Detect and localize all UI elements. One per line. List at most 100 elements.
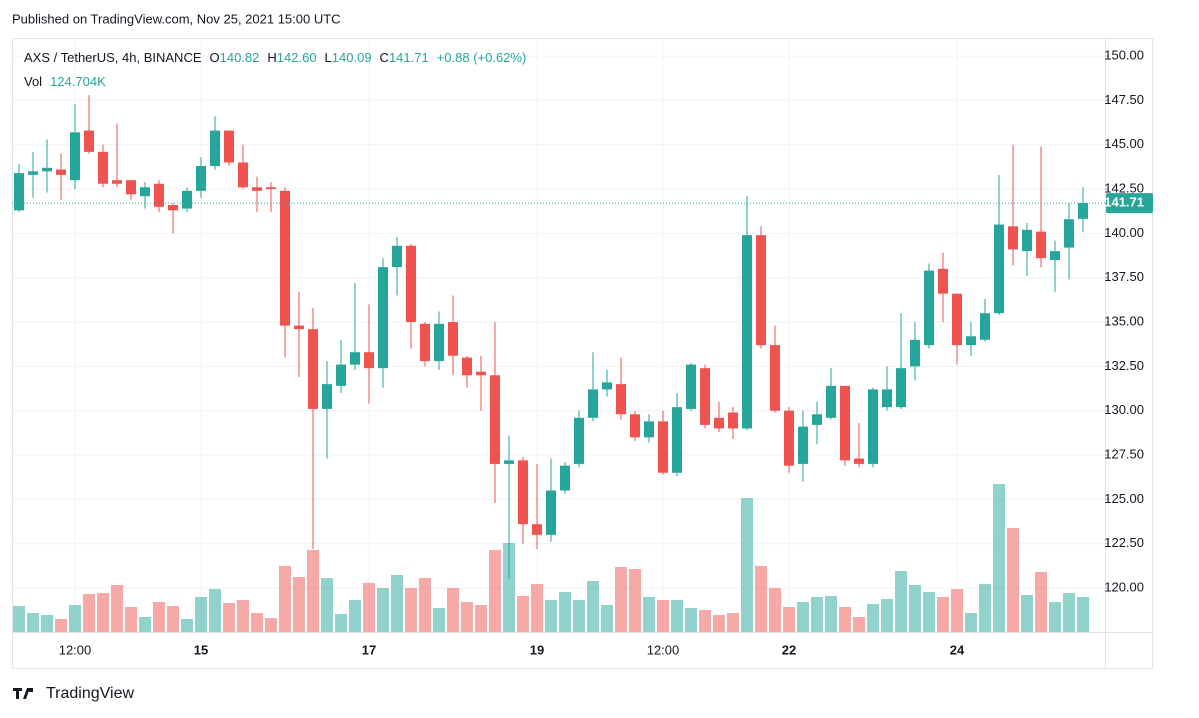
volume-bar (965, 612, 977, 632)
legend-key: L (325, 50, 332, 65)
volume-bar (853, 617, 865, 632)
x-tick-label: 22 (782, 642, 796, 657)
volume-bar (713, 614, 725, 632)
candle-body (406, 245, 416, 323)
legend-key: H (267, 50, 276, 65)
candle-body (896, 368, 906, 408)
y-tick-label: 137.50 (1104, 269, 1144, 284)
candle-body (882, 389, 892, 408)
volume-bar (97, 592, 109, 632)
candle-body (714, 417, 724, 429)
candle-body (574, 417, 584, 464)
volume-bar (167, 606, 179, 632)
volume-bar (811, 596, 823, 632)
candle-body (812, 414, 822, 425)
legend: AXS / TetherUS, 4h, BINANCE O140.82 H142.6… (24, 50, 526, 65)
brand-logo (13, 688, 33, 699)
candle-body (616, 384, 626, 415)
volume-bar (1035, 571, 1047, 632)
candle-body (392, 245, 402, 268)
candle-body (322, 384, 332, 409)
chart-frame (12, 38, 1153, 669)
y-tick-label: 142.50 (1104, 181, 1144, 196)
volume-bar (55, 619, 67, 632)
candle-body (924, 270, 934, 346)
candle-body (14, 173, 24, 211)
volume-bar (559, 592, 571, 632)
volume-bar (363, 582, 375, 632)
volume-bar (335, 614, 347, 632)
volume-bar (1049, 601, 1061, 632)
candle-body (784, 410, 794, 466)
legend-vol: 124.704K (50, 74, 106, 89)
candle-body (238, 162, 248, 188)
y-tick-label: 130.00 (1104, 402, 1144, 417)
volume-bar (895, 571, 907, 632)
volume-bar (69, 604, 81, 632)
y-tick-label: 150.00 (1104, 48, 1144, 63)
candle-body (280, 190, 290, 326)
candle-body (770, 345, 780, 411)
volume-bar (153, 601, 165, 632)
candle-body (854, 458, 864, 464)
volume-bar (573, 600, 585, 632)
candle-body (602, 382, 612, 390)
x-tick-label: 24 (950, 642, 965, 657)
volume-bar (839, 606, 851, 632)
candle-body (1064, 219, 1074, 248)
candle-body (98, 151, 108, 184)
candle-body (42, 167, 52, 172)
volume-bar (27, 612, 39, 632)
volume-bar (433, 608, 445, 632)
y-tick-label: 132.50 (1104, 358, 1144, 373)
legend-key: Vol (24, 74, 42, 89)
candle-body (728, 412, 738, 429)
y-tick-label: 145.00 (1104, 136, 1144, 151)
y-tick-label: 125.00 (1104, 491, 1144, 506)
volume-bar (909, 584, 921, 632)
candle-body (1008, 226, 1018, 250)
candle-body (672, 407, 682, 473)
candle-body (182, 190, 192, 209)
legend-close: 141.71 (389, 50, 429, 65)
legend-symbol: AXS / TetherUS, 4h, BINANCE (24, 50, 202, 65)
candle-body (700, 368, 710, 425)
volume-bar (727, 612, 739, 632)
last-price-label: 141.71 (1104, 195, 1144, 210)
y-tick-label: 147.50 (1104, 92, 1144, 107)
candle-body (84, 130, 94, 152)
candle-body (1050, 251, 1060, 260)
candle-body (336, 364, 346, 386)
candle-body (504, 460, 514, 464)
volume-bar (405, 587, 417, 632)
candle-body (686, 364, 696, 409)
legend-high: 142.60 (277, 50, 317, 65)
published-note: Published on TradingView.com, Nov 25, 20… (12, 11, 341, 26)
candle-body (266, 187, 276, 190)
candle-body (938, 268, 948, 294)
volume-bar (671, 600, 683, 632)
volume-bar (447, 587, 459, 632)
y-tick-label: 135.00 (1104, 313, 1144, 328)
candle-body (966, 336, 976, 346)
volume-bar (629, 568, 641, 632)
volume-bar (475, 604, 487, 632)
candle-body (560, 465, 570, 491)
candle-body (140, 187, 150, 197)
volume-bar (951, 589, 963, 632)
volume-bar (783, 606, 795, 632)
legend-key: C (380, 50, 389, 65)
volume-bar (825, 595, 837, 632)
candle-body (840, 385, 850, 461)
candle-body (630, 414, 640, 438)
volume-bar (1063, 592, 1075, 632)
candle-body (532, 524, 542, 535)
volume-bar (699, 609, 711, 632)
candle-body (378, 267, 388, 369)
legend-change: +0.88 (+0.62%) (437, 50, 527, 65)
volume-bar (503, 542, 515, 632)
candle-body (364, 352, 374, 369)
volume-bar (657, 600, 669, 632)
candle-body (28, 171, 38, 175)
candle-body (490, 375, 500, 464)
